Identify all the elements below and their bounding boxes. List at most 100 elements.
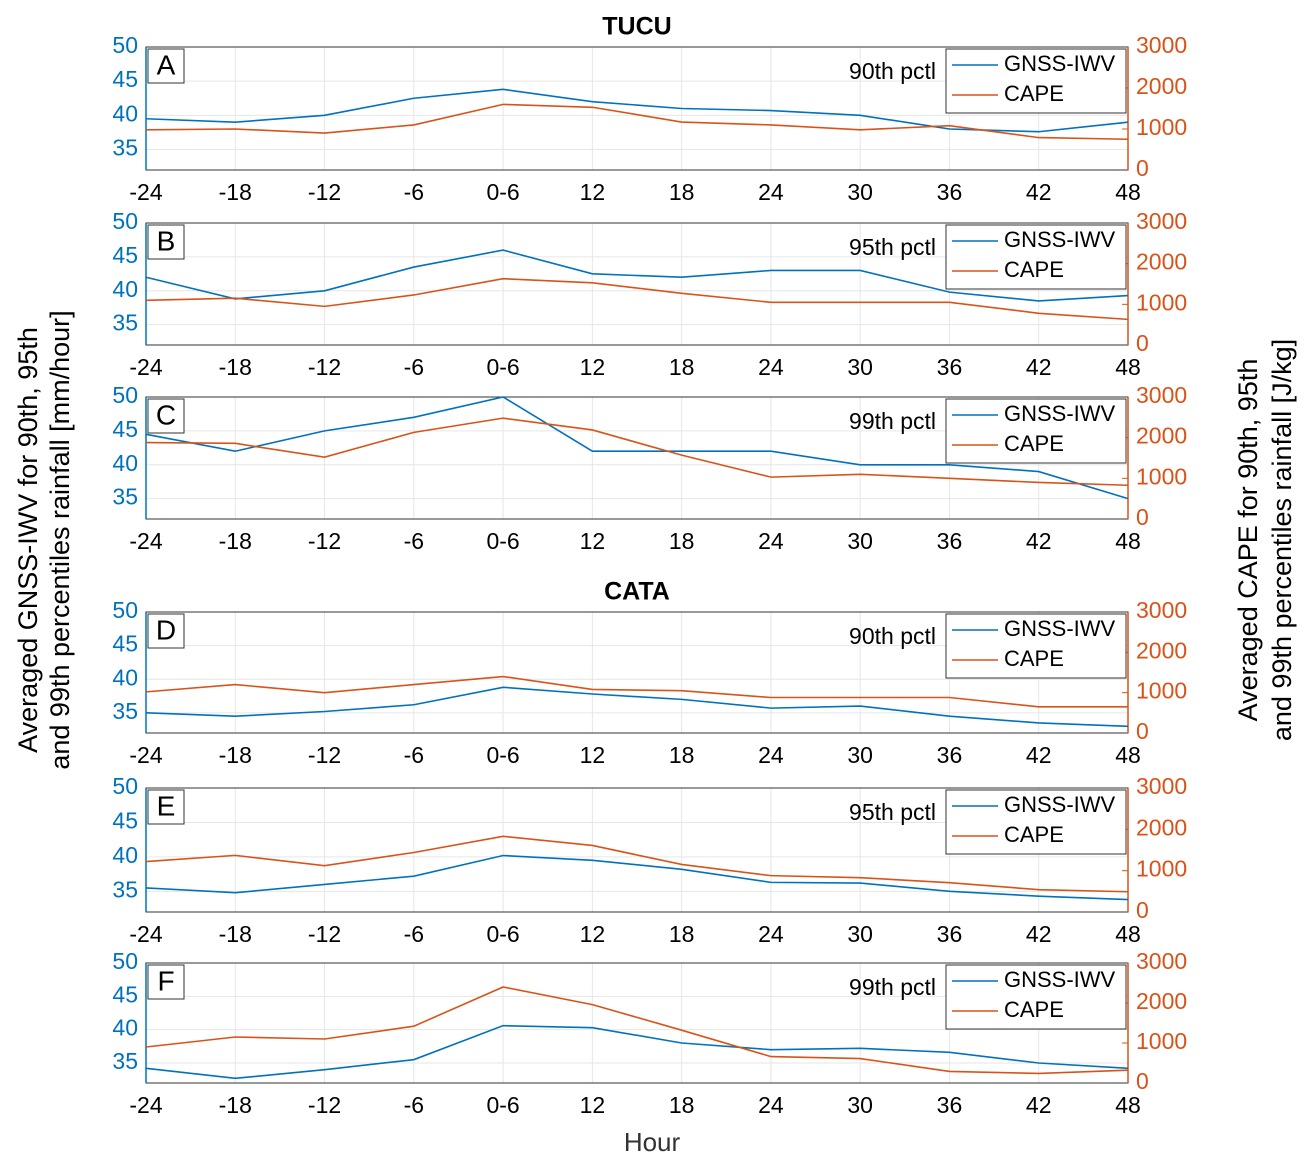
legend-label: GNSS-IWV [1004, 401, 1116, 426]
x-tick-label: 48 [1115, 354, 1141, 380]
legend-label: CAPE [1004, 997, 1064, 1022]
x-tick-label: 24 [758, 921, 784, 947]
x-tick-label: 24 [758, 528, 784, 554]
x-tick-label: -12 [308, 354, 341, 380]
y2-tick-label: 3000 [1136, 773, 1187, 799]
y2-tick-label: 1000 [1136, 114, 1187, 140]
x-tick-label: -6 [404, 179, 424, 205]
x-tick-label: -24 [129, 354, 162, 380]
line-series [145, 686, 1129, 728]
y-tick-label: 50 [112, 597, 138, 623]
x-tick-label: -18 [219, 354, 252, 380]
y2-tick-label: 2000 [1136, 249, 1187, 275]
x-tick-label: -6 [404, 528, 424, 554]
x-tick-label: 30 [847, 179, 873, 205]
y2-axis-label: Averaged CAPE for 90th, 95th [1233, 359, 1263, 722]
x-tick-label: 30 [847, 921, 873, 947]
x-tick-label: 0-6 [486, 921, 519, 947]
line-series [145, 249, 1129, 302]
x-tick-label: 30 [847, 354, 873, 380]
y-tick-label: 50 [112, 32, 138, 58]
line-series [145, 1024, 1129, 1080]
legend-box [945, 224, 1127, 290]
y2-tick-label: 0 [1136, 504, 1149, 530]
y2-tick-label: 1000 [1136, 289, 1187, 315]
x-tick-label: 0-6 [486, 354, 519, 380]
x-tick-label: 30 [847, 528, 873, 554]
x-tick-label: -24 [129, 921, 162, 947]
y-tick-label: 35 [112, 698, 138, 724]
legend-label: CAPE [1004, 257, 1064, 282]
x-tick-label: 48 [1115, 1092, 1141, 1118]
y-tick-label: 50 [112, 382, 138, 408]
legend-box [945, 964, 1127, 1030]
y2-tick-label: 0 [1136, 718, 1149, 744]
x-tick-label: -18 [219, 179, 252, 205]
panel-title: CATA [604, 578, 670, 606]
y-tick-label: 35 [112, 135, 138, 161]
line-series [145, 417, 1129, 487]
panel-label-box [147, 224, 185, 260]
x-tick-label: 48 [1115, 179, 1141, 205]
x-tick-label: -12 [308, 921, 341, 947]
x-tick-label: 42 [1026, 179, 1052, 205]
legend-box [945, 789, 1127, 855]
x-tick-label: 24 [758, 742, 784, 768]
x-tick-label: 36 [937, 1092, 963, 1118]
legend-label: GNSS-IWV [1004, 51, 1116, 76]
legend-label: CAPE [1004, 81, 1064, 106]
y-tick-label: 40 [112, 1015, 138, 1041]
x-tick-label: 18 [669, 1092, 695, 1118]
line-series [145, 854, 1129, 901]
x-tick-label: 12 [580, 742, 606, 768]
panel-label: B [157, 225, 176, 256]
x-tick-label: 42 [1026, 921, 1052, 947]
annotation: 90th pctl [849, 58, 936, 84]
y2-tick-label: 2000 [1136, 988, 1187, 1014]
y-tick-label: 35 [112, 1048, 138, 1074]
annotation: 99th pctl [849, 974, 936, 1000]
panel-label: D [156, 614, 176, 645]
y2-axis-label: and 99th percentiles rainfall [J/kg] [1267, 339, 1297, 741]
x-tick-label: 18 [669, 354, 695, 380]
x-tick-label: 0-6 [486, 742, 519, 768]
x-tick-label: -18 [219, 528, 252, 554]
y-tick-label: 35 [112, 484, 138, 510]
x-tick-label: 12 [580, 921, 606, 947]
x-tick-label: 36 [937, 354, 963, 380]
x-tick-label: 18 [669, 742, 695, 768]
y2-tick-label: 1000 [1136, 856, 1187, 882]
y2-tick-label: 2000 [1136, 423, 1187, 449]
annotation: 95th pctl [849, 799, 936, 825]
y-tick-label: 45 [112, 242, 138, 268]
y-tick-label: 40 [112, 842, 138, 868]
x-tick-label: 48 [1115, 742, 1141, 768]
x-tick-label: -24 [129, 742, 162, 768]
x-tick-label: -12 [308, 528, 341, 554]
y2-tick-label: 3000 [1136, 32, 1187, 58]
panel-label: A [157, 49, 176, 80]
x-tick-label: 36 [937, 921, 963, 947]
x-tick-label: -6 [404, 742, 424, 768]
legend-box [945, 398, 1127, 464]
y-tick-label: 40 [112, 100, 138, 126]
y-axis-label: Averaged GNSS-IWV for 90th, 95th [13, 327, 43, 753]
panel-label-box [147, 398, 185, 434]
y2-tick-label: 1000 [1136, 1028, 1187, 1054]
y-tick-label: 35 [112, 876, 138, 902]
x-tick-label: -24 [129, 1092, 162, 1118]
legend-label: GNSS-IWV [1004, 792, 1116, 817]
y2-tick-label: 3000 [1136, 597, 1187, 623]
line-series [145, 675, 1128, 708]
panel-label: F [157, 965, 174, 996]
x-tick-label: 24 [758, 179, 784, 205]
y2-tick-label: 2000 [1136, 73, 1187, 99]
x-tick-label: 0-6 [486, 1092, 519, 1118]
y2-tick-label: 3000 [1136, 382, 1187, 408]
y-tick-label: 45 [112, 808, 138, 834]
y2-tick-label: 2000 [1136, 814, 1187, 840]
y2-tick-label: 1000 [1136, 678, 1187, 704]
y-tick-label: 40 [112, 450, 138, 476]
x-axis-label: Hour [624, 1127, 681, 1157]
